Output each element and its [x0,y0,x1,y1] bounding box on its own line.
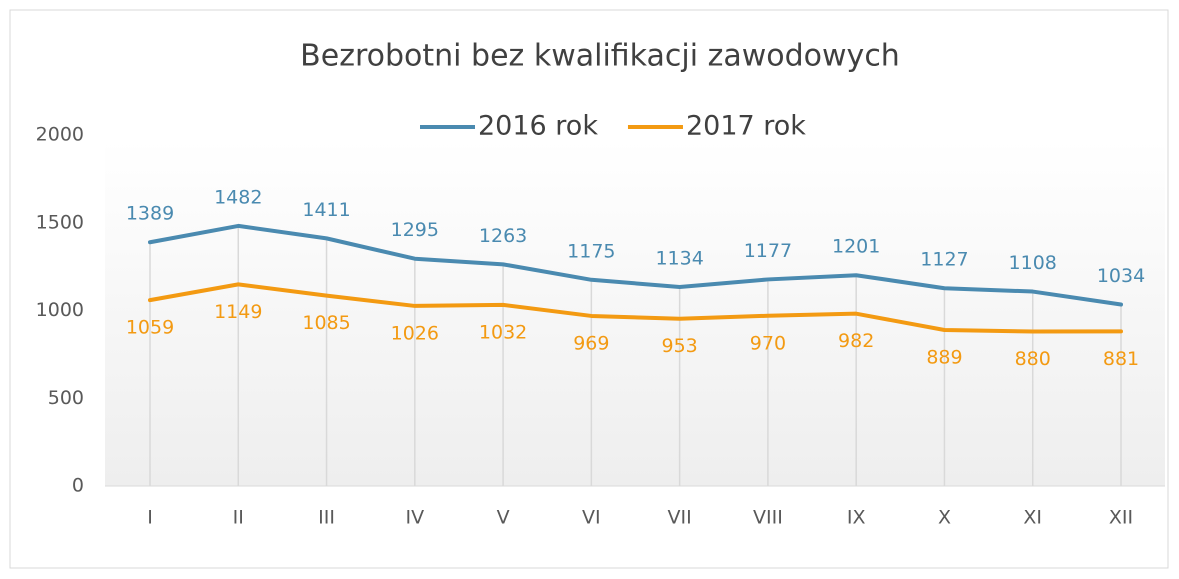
x-tick-label: I [147,507,153,529]
y-tick-label: 2000 [36,124,84,146]
data-label: 1149 [214,301,262,323]
x-tick-label: IX [847,507,866,529]
x-tick-label: III [318,507,335,529]
plot-background [105,140,1165,486]
x-tick-label: II [233,507,244,529]
legend-label: 2017 rok [686,111,806,142]
data-label: 1108 [1009,252,1057,274]
data-label: 1085 [302,312,350,334]
data-label: 1177 [744,240,792,262]
data-label: 880 [1015,348,1051,370]
y-tick-label: 0 [72,475,84,497]
data-label: 982 [838,330,874,352]
data-label: 889 [926,346,962,368]
data-label: 970 [750,332,786,354]
data-label: 1134 [655,247,703,269]
x-tick-label: V [497,507,510,529]
data-label: 1026 [391,322,439,344]
x-tick-label: XI [1023,507,1042,529]
legend: 2016 rok 2017 rok [420,111,806,142]
series-line [148,282,1123,334]
x-tick-label: XII [1109,507,1133,529]
data-label: 1032 [479,321,527,343]
data-label: 1295 [391,219,439,241]
data-label: 1411 [302,199,350,221]
x-tick-label: VI [582,507,601,529]
chart-title: Bezrobotni bez kwalifikacji zawodowych [300,39,900,74]
data-label: 1059 [126,317,174,339]
y-tick-label: 1000 [36,299,84,321]
series-line [148,223,1123,307]
data-label: 1263 [479,225,527,247]
legend-label: 2016 rok [478,111,598,142]
data-label: 1482 [214,186,262,208]
data-label: 1175 [567,240,615,262]
x-tick-label: VIII [753,507,783,529]
data-label: 969 [573,332,609,354]
y-tick-label: 1500 [36,211,84,233]
data-label: 1201 [832,236,880,258]
data-label: 1389 [126,203,174,225]
data-label: 953 [662,335,698,357]
x-tick-label: X [938,507,951,529]
x-tick-label: VII [668,507,692,529]
data-label: 881 [1103,348,1139,370]
data-label: 1127 [920,249,968,271]
y-tick-label: 500 [48,387,84,409]
x-tick-label: IV [406,507,425,529]
data-label: 1034 [1097,265,1145,287]
